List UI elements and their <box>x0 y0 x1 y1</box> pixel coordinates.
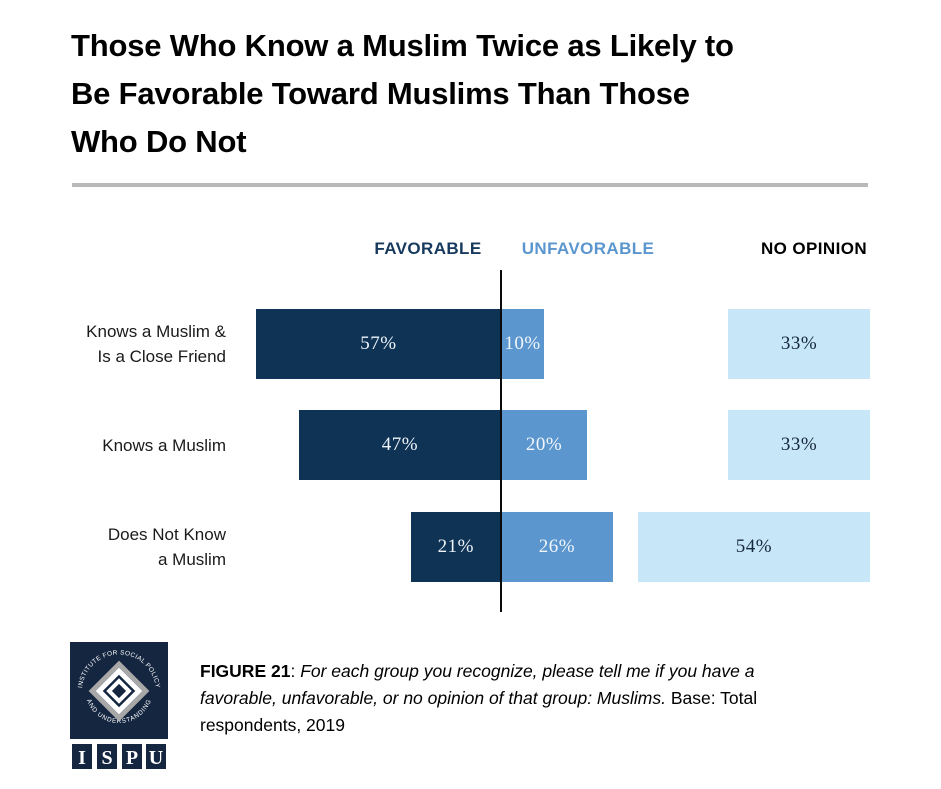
unfavorable-column-header: UNFAVORABLE <box>521 239 655 258</box>
caption-base: Base: Total respondents, 2019 <box>200 688 758 735</box>
favorable-bar: 21% <box>410 512 501 582</box>
ispu-logo: INSTITUTE FOR SOCIAL POLICY AND UNDERSTA… <box>70 642 168 771</box>
bar-value-label: 54% <box>735 536 773 557</box>
bar-value-label: 10% <box>504 333 541 354</box>
logo-letter: U <box>149 747 163 769</box>
no-opinion-bar: 33% <box>728 410 870 480</box>
bar-value-label: 33% <box>780 434 818 455</box>
favorable-column-header: FAVORABLE <box>374 239 482 258</box>
row-label-text: Knows a Muslim & Is a Close Friend <box>86 322 226 366</box>
center-axis-line <box>500 270 502 612</box>
unfavorable-bar: 20% <box>501 410 587 480</box>
favorable-bar: 57% <box>255 309 501 379</box>
logo-letter: P <box>126 747 138 769</box>
bar-value-label: 47% <box>381 434 419 455</box>
row-label-text: Knows a Muslim <box>102 435 226 455</box>
bar-value-label: 26% <box>538 536 576 557</box>
logo-letterboxes: I S P U <box>70 742 168 771</box>
logo-diamond-mark <box>88 660 150 722</box>
caption-separator: : <box>290 661 301 681</box>
figure-label: FIGURE 21 <box>200 661 291 681</box>
logo-letter: S <box>101 747 112 769</box>
figure-caption: FIGURE 21: For each group you recognize,… <box>200 658 820 739</box>
unfavorable-bar: 26% <box>501 512 613 582</box>
bar-value-label: 57% <box>360 333 397 354</box>
bar-value-label: 33% <box>780 333 818 354</box>
row-label: Knows a Muslim <box>40 410 226 480</box>
row-label: Does Not Know a Muslim <box>40 512 226 582</box>
logo-letter: I <box>78 747 86 769</box>
row-label-text: Does Not Know a Muslim <box>107 525 226 569</box>
no-opinion-column-header: NO OPINION <box>760 239 868 258</box>
bar-value-label: 21% <box>437 536 474 557</box>
unfavorable-bar: 10% <box>501 309 544 379</box>
no-opinion-bar: 54% <box>637 512 870 582</box>
page-title: Those Who Know a Muslim Twice as Likely … <box>71 28 734 159</box>
favorable-bar: 47% <box>298 410 501 480</box>
row-label: Knows a Muslim & Is a Close Friend <box>40 309 226 379</box>
bar-value-label: 20% <box>525 434 563 455</box>
title-divider <box>72 183 868 187</box>
logo-background <box>70 642 168 739</box>
no-opinion-bar: 33% <box>728 309 870 379</box>
caption-question: For each group you recognize, please tel… <box>200 661 755 708</box>
